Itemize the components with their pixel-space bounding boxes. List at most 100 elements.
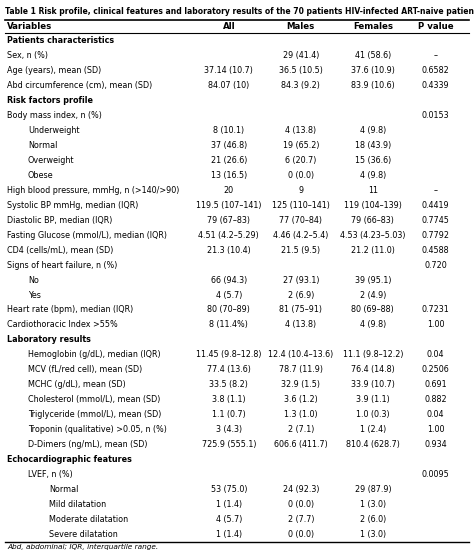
Text: 0.6582: 0.6582 [422,67,449,75]
Text: Echocardiographic features: Echocardiographic features [7,455,132,464]
Text: 2 (7.7): 2 (7.7) [288,515,314,524]
Text: 119 (104–139): 119 (104–139) [344,201,402,210]
Text: 0 (0.0): 0 (0.0) [288,530,314,539]
Text: 0.934: 0.934 [424,440,447,449]
Text: 1 (3.0): 1 (3.0) [360,500,386,509]
Text: Severe dilatation: Severe dilatation [49,530,118,539]
Text: –: – [434,51,438,60]
Text: 4 (5.7): 4 (5.7) [216,515,242,524]
Text: Normal: Normal [49,485,78,494]
Text: 0.691: 0.691 [424,380,447,389]
Text: 1 (1.4): 1 (1.4) [216,530,242,539]
Text: 0.0095: 0.0095 [422,470,449,479]
Text: 19 (65.2): 19 (65.2) [283,141,319,150]
Text: 37.6 (10.9): 37.6 (10.9) [351,67,395,75]
Text: Abd circumference (cm), mean (SD): Abd circumference (cm), mean (SD) [7,81,152,91]
Text: 0.4339: 0.4339 [422,81,449,91]
Text: 1.00: 1.00 [427,425,444,434]
Text: 1.1 (0.7): 1.1 (0.7) [212,410,246,419]
Text: 15 (36.6): 15 (36.6) [355,156,391,165]
Text: 8 (11.4%): 8 (11.4%) [210,320,248,329]
Text: Triglyceride (mmol/L), mean (SD): Triglyceride (mmol/L), mean (SD) [28,410,161,419]
Text: 80 (70–89): 80 (70–89) [208,305,250,315]
Text: 0.7745: 0.7745 [422,216,449,225]
Text: 79 (67–83): 79 (67–83) [207,216,250,225]
Text: 11.1 (9.8–12.2): 11.1 (9.8–12.2) [343,350,403,359]
Text: 4 (9.8): 4 (9.8) [360,171,386,180]
Text: 4.51 (4.2–5.29): 4.51 (4.2–5.29) [199,231,259,240]
Text: 2 (6.9): 2 (6.9) [288,291,314,300]
Text: 8 (10.1): 8 (10.1) [213,126,245,135]
Text: 37 (46.8): 37 (46.8) [211,141,247,150]
Text: Laboratory results: Laboratory results [7,335,91,344]
Text: 4 (9.8): 4 (9.8) [360,320,386,329]
Text: 0.0153: 0.0153 [422,111,449,120]
Text: 2 (7.1): 2 (7.1) [288,425,314,434]
Text: 78.7 (11.9): 78.7 (11.9) [279,365,323,375]
Text: Heart rate (bpm), median (IQR): Heart rate (bpm), median (IQR) [7,305,133,315]
Text: –: – [434,186,438,195]
Text: Underweight: Underweight [28,126,80,135]
Text: Patients characteristics: Patients characteristics [7,36,114,45]
Text: 0 (0.0): 0 (0.0) [288,500,314,509]
Text: 0.2506: 0.2506 [422,365,449,375]
Text: No: No [28,276,39,285]
Text: 21.5 (9.5): 21.5 (9.5) [281,246,320,255]
Text: High blood pressure, mmHg, n (>140/>90): High blood pressure, mmHg, n (>140/>90) [7,186,180,195]
Text: 0.4588: 0.4588 [422,246,449,255]
Text: 810.4 (628.7): 810.4 (628.7) [346,440,400,449]
Text: 1.0 (0.3): 1.0 (0.3) [356,410,390,419]
Text: 3 (4.3): 3 (4.3) [216,425,242,434]
Text: CD4 (cells/mL), mean (SD): CD4 (cells/mL), mean (SD) [7,246,113,255]
Text: Signs of heart failure, n (%): Signs of heart failure, n (%) [7,260,118,269]
Text: 39 (95.1): 39 (95.1) [355,276,391,285]
Text: Body mass index, n (%): Body mass index, n (%) [7,111,102,120]
Text: 12.4 (10.4–13.6): 12.4 (10.4–13.6) [268,350,334,359]
Text: 29 (41.4): 29 (41.4) [283,51,319,60]
Text: Overweight: Overweight [28,156,74,165]
Text: Abd, abdominal; IQR, interquartile range.: Abd, abdominal; IQR, interquartile range… [7,544,158,551]
Text: 0.7231: 0.7231 [422,305,449,315]
Text: Yes: Yes [28,291,41,300]
Text: 13 (16.5): 13 (16.5) [211,171,247,180]
Text: 53 (75.0): 53 (75.0) [210,485,247,494]
Text: 80 (69–88): 80 (69–88) [352,305,394,315]
Text: 33.5 (8.2): 33.5 (8.2) [210,380,248,389]
Text: 9: 9 [298,186,303,195]
Text: Mild dilatation: Mild dilatation [49,500,106,509]
Text: 36.5 (10.5): 36.5 (10.5) [279,67,323,75]
Text: 3.6 (1.2): 3.6 (1.2) [284,395,318,404]
Text: 0.7792: 0.7792 [421,231,449,240]
Text: All: All [223,22,235,31]
Text: 11: 11 [368,186,378,195]
Text: 2 (4.9): 2 (4.9) [360,291,386,300]
Text: 1.00: 1.00 [427,320,444,329]
Text: Cardiothoracic Index >55%: Cardiothoracic Index >55% [7,320,118,329]
Text: 4 (13.8): 4 (13.8) [285,320,317,329]
Text: D-Dimers (ng/mL), mean (SD): D-Dimers (ng/mL), mean (SD) [28,440,147,449]
Text: 0.04: 0.04 [427,350,444,359]
Text: Risk factors profile: Risk factors profile [7,96,93,105]
Text: 76.4 (14.8): 76.4 (14.8) [351,365,395,375]
Text: Age (years), mean (SD): Age (years), mean (SD) [7,67,101,75]
Text: 32.9 (1.5): 32.9 (1.5) [282,380,320,389]
Text: MCV (fL/red cell), mean (SD): MCV (fL/red cell), mean (SD) [28,365,142,375]
Text: 2 (6.0): 2 (6.0) [360,515,386,524]
Text: 84.07 (10): 84.07 (10) [208,81,249,91]
Text: 0 (0.0): 0 (0.0) [288,171,314,180]
Text: MCHC (g/dL), mean (SD): MCHC (g/dL), mean (SD) [28,380,126,389]
Text: 21.2 (11.0): 21.2 (11.0) [351,246,395,255]
Text: P value: P value [418,22,454,31]
Text: 77 (70–84): 77 (70–84) [279,216,322,225]
Text: 0.04: 0.04 [427,410,444,419]
Text: 37.14 (10.7): 37.14 (10.7) [204,67,253,75]
Text: Variables: Variables [7,22,52,31]
Text: Normal: Normal [28,141,57,150]
Text: 606.6 (411.7): 606.6 (411.7) [274,440,328,449]
Text: 21.3 (10.4): 21.3 (10.4) [207,246,251,255]
Text: 11.45 (9.8–12.8): 11.45 (9.8–12.8) [196,350,262,359]
Text: 1 (1.4): 1 (1.4) [216,500,242,509]
Text: 41 (58.6): 41 (58.6) [355,51,391,60]
Text: Obese: Obese [28,171,54,180]
Text: 125 (110–141): 125 (110–141) [272,201,330,210]
